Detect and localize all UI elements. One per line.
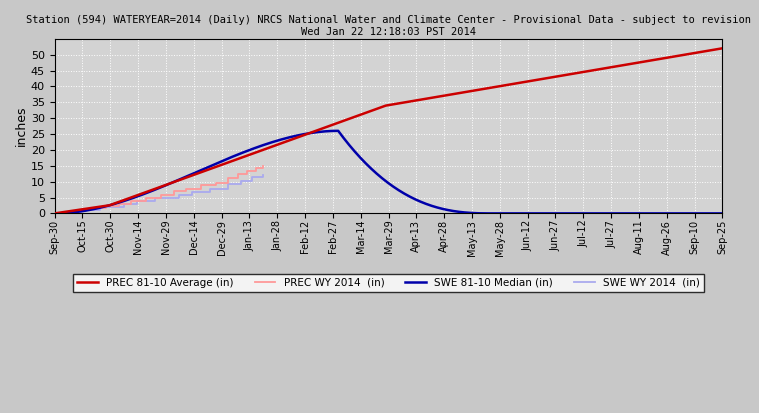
Title: Station (594) WATERYEAR=2014 (Daily) NRCS National Water and Climate Center - Pr: Station (594) WATERYEAR=2014 (Daily) NRC… [26, 15, 751, 37]
Y-axis label: inches: inches [15, 106, 28, 146]
Legend: PREC 81-10 Average (in), PREC WY 2014  (in), SWE 81-10 Median (in), SWE WY 2014 : PREC 81-10 Average (in), PREC WY 2014 (i… [73, 274, 704, 292]
